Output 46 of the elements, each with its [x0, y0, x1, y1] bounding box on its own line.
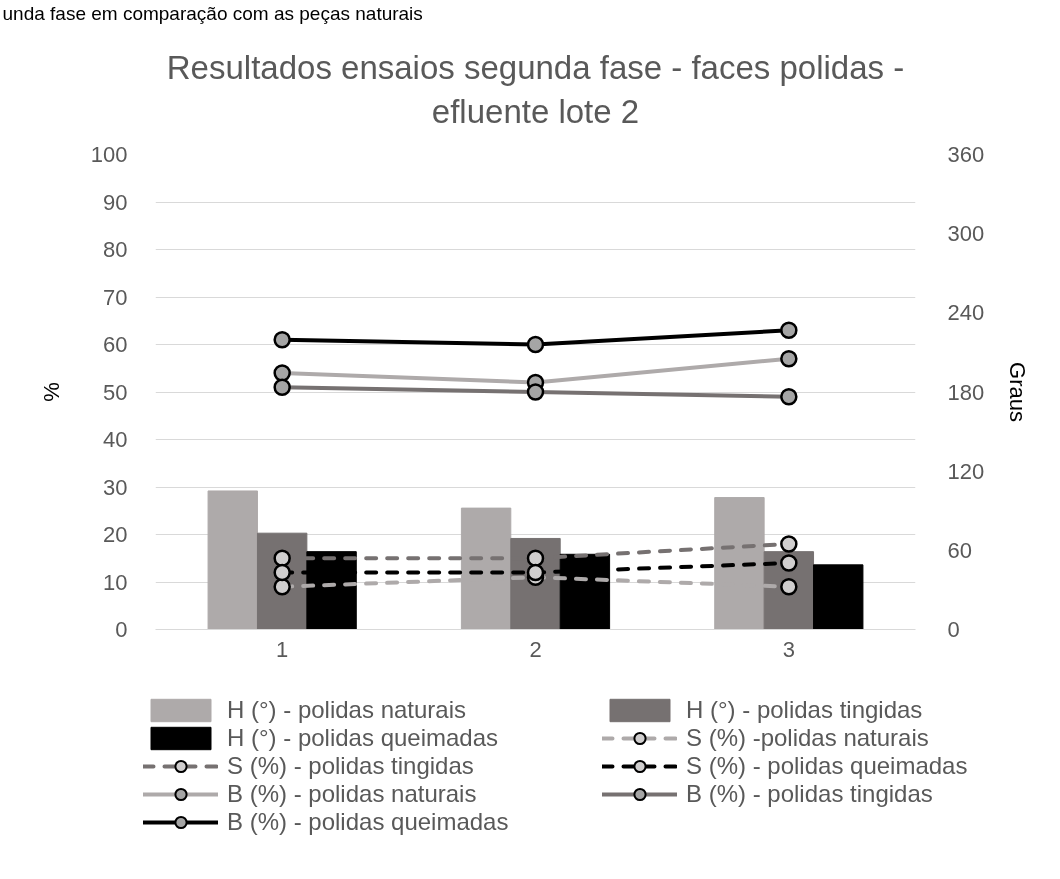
- y2-tick-label: 0: [947, 617, 960, 642]
- x-tick-label: 2: [529, 636, 542, 662]
- y-tick-label: 60: [103, 332, 128, 357]
- point: [526, 335, 545, 354]
- y2-axis-title: Graus: [1005, 362, 1031, 422]
- point: [273, 563, 291, 582]
- point: [273, 364, 291, 382]
- legend-label: S (%) -polidas naturais: [686, 724, 930, 752]
- legend-label: H (°) - polidas queimadas: [227, 724, 500, 752]
- point: [273, 578, 291, 596]
- chart-title: Resultados ensaios segunda fase - faces polidas - efluente lote 2: [166, 49, 905, 131]
- point: [273, 331, 291, 349]
- y2-tick-label: 180: [947, 379, 985, 405]
- legend-label: H (°) - polidas naturais: [227, 696, 467, 724]
- legend-label: H (°) - polidas tingidas: [686, 696, 924, 724]
- legend-label: S (%) - polidas tingidas: [227, 752, 475, 780]
- y-tick-label: 100: [90, 142, 128, 167]
- legend-label: B (%) - polidas queimadas: [227, 808, 510, 836]
- x-tick-label: 3: [782, 636, 795, 662]
- y2-tick-label: 300: [947, 221, 985, 247]
- y2-tick-label: 120: [947, 458, 985, 484]
- bar: [813, 564, 864, 630]
- legend-label: B (%) - polidas naturais: [227, 780, 478, 808]
- y-tick-label: 70: [103, 284, 128, 310]
- point: [780, 321, 798, 339]
- point: [780, 350, 798, 368]
- point: [526, 563, 545, 582]
- y-tick-label: 20: [103, 522, 128, 547]
- y-tick-label: 30: [103, 474, 128, 500]
- y-tick-label: 0: [115, 617, 128, 642]
- point: [780, 578, 798, 596]
- y-tick-label: 90: [103, 189, 128, 215]
- y-axis-title: %: [38, 382, 64, 402]
- y-tick-label: 40: [103, 427, 128, 452]
- point: [780, 554, 798, 572]
- bar: [207, 490, 258, 630]
- x-tick-label: 1: [276, 636, 289, 662]
- y2-tick-label: 60: [947, 537, 972, 563]
- y-tick-label: 10: [103, 569, 128, 595]
- legend-label: B (%) - polidas tingidas: [686, 780, 934, 808]
- y2-tick-label: 360: [947, 142, 985, 167]
- y-tick-label: 80: [103, 237, 128, 262]
- y2-tick-label: 240: [947, 300, 985, 326]
- y-tick-label: 50: [103, 379, 128, 405]
- legend-label: S (%) - polidas queimadas: [686, 752, 969, 780]
- text: unda fase em comparação com as peças naturais: [2, 2, 423, 24]
